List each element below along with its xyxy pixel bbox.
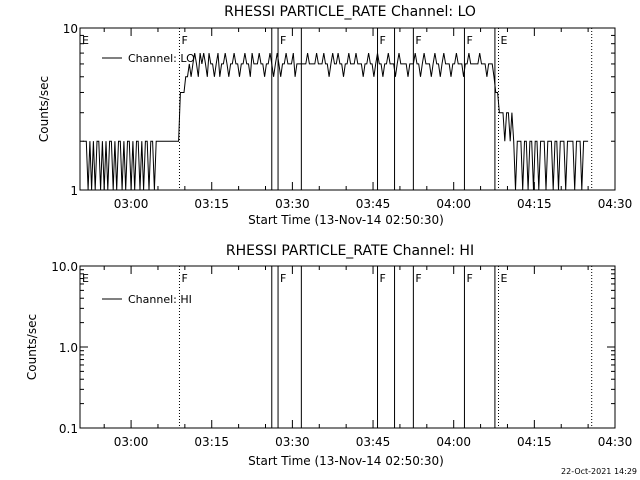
x-axis-label: Start Time (13-Nov-14 02:50:30) <box>248 213 444 227</box>
y-tick-label: 1.0 <box>59 341 78 355</box>
x-tick-label: 03:30 <box>275 197 310 211</box>
x-axis-label: Start Time (13-Nov-14 02:50:30) <box>248 454 444 468</box>
x-tick-label: 03:15 <box>194 197 229 211</box>
event-marker-label: F <box>415 34 421 47</box>
x-tick-label: 04:00 <box>436 435 471 449</box>
x-tick-label: 04:15 <box>517 435 552 449</box>
event-marker-label: E <box>82 272 89 285</box>
event-marker-label: F <box>415 272 421 285</box>
chart-title: RHESSI PARTICLE_RATE Channel: HI <box>226 243 474 259</box>
x-tick-label: 04:30 <box>598 435 633 449</box>
event-marker-label: E <box>82 34 89 47</box>
event-marker-label: F <box>466 272 472 285</box>
chart-panel-lo: RHESSI PARTICLE_RATE Channel: LO Start T… <box>37 4 632 227</box>
x-tick-label: 03:45 <box>356 197 391 211</box>
event-marker-label: F <box>181 34 187 47</box>
legend-label: Channel: LO <box>128 52 195 65</box>
event-marker-label: F <box>466 34 472 47</box>
event-marker-label: F <box>181 272 187 285</box>
x-tick-label: 03:00 <box>114 197 149 211</box>
y-axis-label: Counts/sec <box>37 76 51 142</box>
event-marker-label: F <box>280 34 286 47</box>
y-tick-label: 1 <box>70 184 78 198</box>
chart-title: RHESSI PARTICLE_RATE Channel: LO <box>224 4 476 20</box>
event-marker-label: F <box>380 272 386 285</box>
x-tick-label: 03:45 <box>356 435 391 449</box>
x-tick-label: 04:30 <box>598 197 633 211</box>
y-tick-label: 10.0 <box>51 260 78 274</box>
chart-panel-hi: RHESSI PARTICLE_RATE Channel: HI Start T… <box>25 243 632 468</box>
event-marker-label: E <box>501 272 508 285</box>
x-tick-label: 03:00 <box>114 435 149 449</box>
event-marker-label: F <box>280 272 286 285</box>
y-tick-label: 0.1 <box>59 422 78 436</box>
footer-timestamp: 22-Oct-2021 14:29 <box>561 467 637 476</box>
series-line <box>82 53 589 191</box>
x-tick-label: 04:00 <box>436 197 471 211</box>
y-tick-label: 10 <box>63 22 78 36</box>
y-axis-label: Counts/sec <box>25 314 39 380</box>
x-tick-label: 03:30 <box>275 435 310 449</box>
event-marker-label: E <box>501 34 508 47</box>
x-tick-label: 04:15 <box>517 197 552 211</box>
x-tick-label: 03:15 <box>194 435 229 449</box>
event-marker-label: F <box>380 34 386 47</box>
legend-label: Channel: HI <box>128 293 192 306</box>
